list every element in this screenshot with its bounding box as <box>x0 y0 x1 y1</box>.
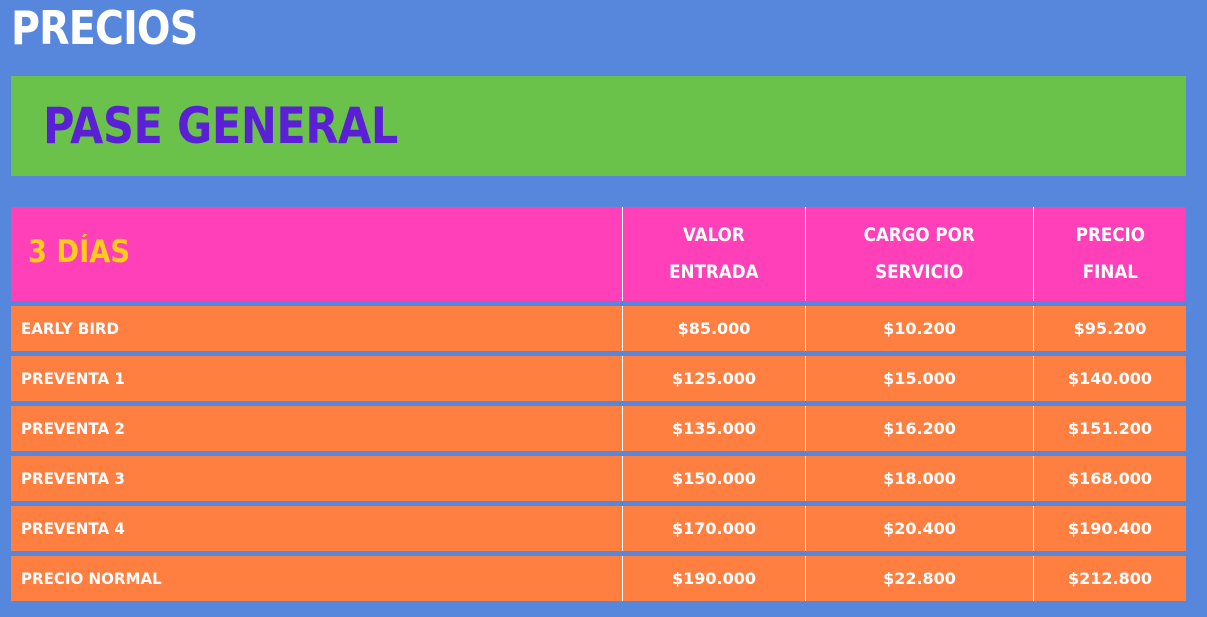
row-label: EARLY BIRD <box>11 306 622 351</box>
row-label-text: PREVENTA 3 <box>21 469 125 488</box>
row-service-charge: $10.200 <box>805 306 1033 351</box>
row-label: PREVENTA 3 <box>11 456 622 501</box>
table-header-row: 3 DÍAS VALOR ENTRADA CARGO POR SERVICIO … <box>11 207 1186 301</box>
header-days: 3 DÍAS <box>11 207 622 301</box>
header-final-price-label: PRECIO FINAL <box>1075 224 1145 283</box>
row-label-text: PREVENTA 4 <box>21 519 125 538</box>
row-final-price: $151.200 <box>1033 406 1186 451</box>
row-label-text: EARLY BIRD <box>21 319 119 338</box>
row-service-charge: $18.000 <box>805 456 1033 501</box>
row-final-price: $190.400 <box>1033 506 1186 551</box>
header-entry-value-label: VALOR ENTRADA <box>669 224 759 283</box>
row-service-charge: $20.400 <box>805 506 1033 551</box>
header-service-charge-label: CARGO POR SERVICIO <box>863 224 976 283</box>
row-entry-value: $190.000 <box>622 556 805 601</box>
row-entry-value: $85.000 <box>622 306 805 351</box>
row-service-charge: $15.000 <box>805 356 1033 401</box>
row-label: PREVENTA 4 <box>11 506 622 551</box>
row-entry-value: $170.000 <box>622 506 805 551</box>
page-title: PRECIOS <box>11 1 198 55</box>
header-days-label: 3 DÍAS <box>27 234 130 270</box>
table-row-early-bird: EARLY BIRD $85.000 $10.200 $95.200 <box>11 306 1186 351</box>
header-final-price: PRECIO FINAL <box>1033 207 1186 301</box>
table-row-preventa-2: PREVENTA 2 $135.000 $16.200 $151.200 <box>11 406 1186 451</box>
table-row-precio-normal: PRECIO NORMAL $190.000 $22.800 $212.800 <box>11 556 1186 601</box>
row-final-price: $95.200 <box>1033 306 1186 351</box>
pass-banner: PASE GENERAL <box>11 76 1186 176</box>
row-label-text: PREVENTA 2 <box>21 419 125 438</box>
row-label: PRECIO NORMAL <box>11 556 622 601</box>
row-label: PREVENTA 2 <box>11 406 622 451</box>
row-service-charge: $16.200 <box>805 406 1033 451</box>
row-final-price: $168.000 <box>1033 456 1186 501</box>
row-label-text: PRECIO NORMAL <box>21 569 162 588</box>
row-final-price: $212.800 <box>1033 556 1186 601</box>
header-entry-value: VALOR ENTRADA <box>622 207 805 301</box>
header-service-charge: CARGO POR SERVICIO <box>805 207 1033 301</box>
row-label: PREVENTA 1 <box>11 356 622 401</box>
row-entry-value: $125.000 <box>622 356 805 401</box>
row-entry-value: $150.000 <box>622 456 805 501</box>
price-table: 3 DÍAS VALOR ENTRADA CARGO POR SERVICIO … <box>11 207 1186 606</box>
pass-title: PASE GENERAL <box>43 97 398 155</box>
row-final-price: $140.000 <box>1033 356 1186 401</box>
table-row-preventa-1: PREVENTA 1 $125.000 $15.000 $140.000 <box>11 356 1186 401</box>
row-entry-value: $135.000 <box>622 406 805 451</box>
table-row-preventa-3: PREVENTA 3 $150.000 $18.000 $168.000 <box>11 456 1186 501</box>
row-service-charge: $22.800 <box>805 556 1033 601</box>
table-row-preventa-4: PREVENTA 4 $170.000 $20.400 $190.400 <box>11 506 1186 551</box>
row-label-text: PREVENTA 1 <box>21 369 125 388</box>
